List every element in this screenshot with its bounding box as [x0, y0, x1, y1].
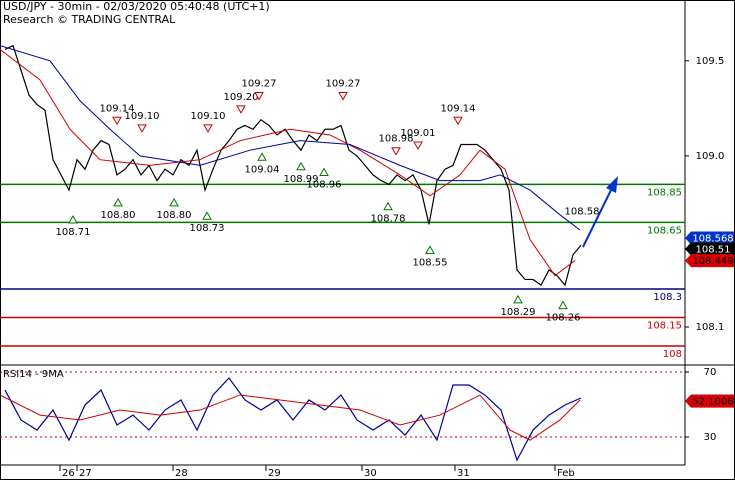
pivot-label: 108.96 — [307, 179, 342, 190]
pivot-label: 108.71 — [56, 227, 91, 238]
series-line — [4, 44, 582, 287]
series-line — [0, 45, 581, 231]
pivot-label: 108.55 — [413, 257, 448, 268]
series-line — [4, 377, 582, 462]
forecast-arrow — [582, 187, 613, 248]
price-tag — [685, 242, 734, 256]
pivot-high — [338, 92, 348, 101]
x-tick-label: 26 — [62, 468, 75, 479]
pivot-high — [137, 124, 147, 133]
pivot-label: 109.27 — [242, 79, 277, 90]
price-tag — [685, 231, 734, 245]
pivot-label: 108.80 — [157, 210, 192, 221]
series-line — [0, 394, 581, 441]
x-tick-label: 28 — [175, 468, 188, 479]
price-tag — [685, 394, 734, 408]
pivot-label: 109.20 — [224, 92, 259, 103]
pivot-label: 109.14 — [441, 103, 476, 114]
level-label: 108.85 — [647, 187, 682, 198]
pivot-label: 108.78 — [371, 214, 406, 225]
pivot-low — [113, 197, 123, 207]
pivot-high — [254, 92, 264, 101]
y-tick-label: 109.5 — [696, 56, 725, 67]
pivot-low — [558, 300, 568, 310]
pivot-label: 109.10 — [191, 111, 226, 122]
pivot-high — [203, 124, 213, 133]
pivot-low — [513, 294, 523, 304]
pivot-label: 108.98 — [379, 134, 414, 145]
price-tag — [685, 254, 734, 268]
level-label: 108.3 — [653, 292, 682, 303]
price-tag-label: 52.1006 — [692, 397, 733, 408]
x-tick-label: 31 — [457, 468, 470, 479]
y-tick-label: 30 — [704, 432, 717, 443]
x-tick-label: 30 — [364, 468, 377, 479]
pivot-label: 109.14 — [100, 103, 135, 114]
pivot-low — [383, 201, 393, 211]
pivot-high — [391, 147, 401, 156]
pivot-label: 108.80 — [101, 210, 136, 221]
pivot-label: 109.27 — [326, 79, 361, 90]
pivot-label: 109.10 — [125, 111, 160, 122]
pivot-label: 108.29 — [501, 307, 536, 318]
pivot-high — [453, 116, 463, 126]
x-tick-label: 29 — [268, 468, 281, 479]
y-tick-label: 108.1 — [696, 322, 725, 333]
x-tick-label: 27 — [79, 468, 92, 479]
x-tick-label: Feb — [557, 468, 575, 479]
panel-title: RSI14 - 9MA — [3, 369, 64, 380]
pivot-high — [236, 105, 246, 114]
price-tag-label: 108.449 — [692, 256, 733, 267]
chart-title: USD/JPY - 30min - 02/03/2020 05:40:48 (U… — [3, 0, 270, 13]
pivot-low — [257, 152, 267, 161]
series-line — [0, 49, 576, 277]
pivot-low — [169, 197, 179, 207]
price-tag-label: 108.568 — [692, 234, 733, 245]
chart-source: Research © TRADING CENTRAL — [3, 13, 176, 26]
forecast-arrow-head — [606, 176, 618, 193]
pivot-label: 109.04 — [245, 164, 280, 175]
pivot-high — [112, 116, 122, 126]
level-label: 108.15 — [647, 320, 682, 331]
pivot-label: 109.01 — [401, 128, 436, 139]
y-tick-label: 70 — [704, 367, 717, 378]
target-label: 108.58 — [565, 207, 600, 218]
pivot-label: 108.99 — [284, 174, 319, 185]
pivot-low — [425, 245, 435, 254]
level-label: 108.65 — [647, 225, 682, 236]
y-tick-label: 109.0 — [696, 151, 725, 162]
level-label: 108 — [663, 349, 682, 360]
pivot-low — [296, 161, 306, 171]
pivot-low — [68, 215, 78, 224]
pivot-label: 108.73 — [190, 223, 225, 234]
pivot-low — [202, 211, 212, 220]
plot: 108.85 108.65 108.3 108.15 108 109.5 109.0 108.… — [0, 44, 734, 479]
price-tag-label: 108.51 — [696, 245, 731, 256]
pivot-label: 108.26 — [546, 313, 581, 324]
pivot-low — [319, 167, 329, 176]
pivot-high — [413, 141, 423, 150]
